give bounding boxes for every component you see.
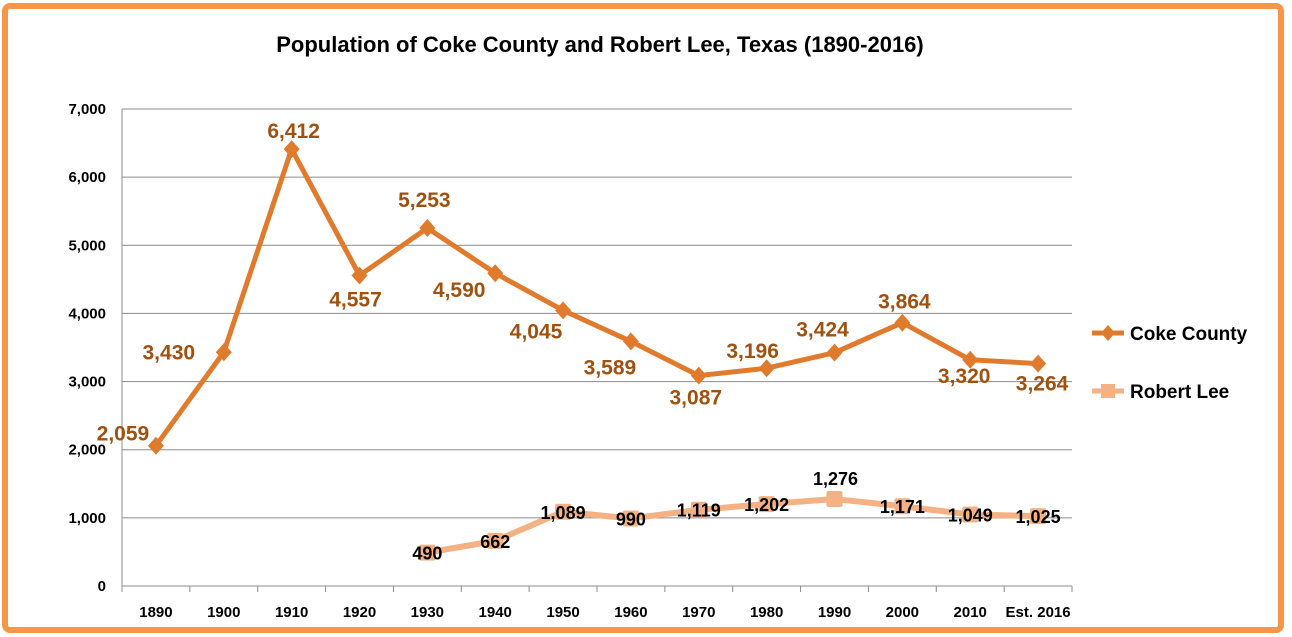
data-point-coke-county xyxy=(894,313,911,332)
data-label: 3,864 xyxy=(878,291,931,314)
data-label: 1,119 xyxy=(677,501,721,521)
data-label: 1,276 xyxy=(813,469,858,489)
data-label: 1,049 xyxy=(948,506,993,526)
x-tick-label: 1920 xyxy=(343,604,376,621)
data-point-coke-county xyxy=(826,343,843,362)
chart-title: Population of Coke County and Robert Lee… xyxy=(276,32,924,57)
data-label: 2,059 xyxy=(97,423,150,446)
x-tick-label: 2010 xyxy=(954,604,987,621)
data-label: 4,045 xyxy=(510,320,563,343)
data-point-robert-lee xyxy=(826,491,843,508)
y-tick-label: 7,000 xyxy=(68,101,106,118)
data-point-coke-county xyxy=(962,350,979,369)
data-point-coke-county xyxy=(283,140,300,159)
data-point-coke-county xyxy=(758,359,775,378)
legend-label: Robert Lee xyxy=(1130,382,1229,403)
data-label: 6,412 xyxy=(267,120,320,143)
data-label: 3,589 xyxy=(584,356,637,379)
data-label: 1,171 xyxy=(880,497,925,517)
data-point-coke-county xyxy=(419,219,436,238)
data-point-coke-county xyxy=(351,266,368,285)
data-label: 3,430 xyxy=(143,341,196,364)
data-point-robert-lee xyxy=(555,503,572,520)
data-point-coke-county xyxy=(690,366,707,385)
x-tick-label: 2000 xyxy=(886,604,919,621)
data-label: 1,202 xyxy=(744,495,789,515)
data-point-robert-lee xyxy=(962,506,979,523)
data-label: 3,264 xyxy=(1016,373,1069,396)
y-tick-label: 0 xyxy=(98,578,106,595)
x-tick-label: 1970 xyxy=(682,604,715,621)
x-tick-label: 1990 xyxy=(818,604,851,621)
y-tick-label: 1,000 xyxy=(68,510,106,527)
data-point-coke-county xyxy=(215,343,232,362)
x-tick-label: 1960 xyxy=(614,604,647,621)
legend-marker-diamond xyxy=(1101,325,1115,341)
data-point-robert-lee xyxy=(622,510,639,527)
data-label: 1,089 xyxy=(541,503,586,523)
chart-frame xyxy=(2,3,1284,633)
data-label: 662 xyxy=(480,532,510,552)
data-point-robert-lee xyxy=(690,501,707,518)
series-line-robert-lee xyxy=(426,496,1039,556)
x-tick-label: 1910 xyxy=(275,604,308,621)
data-point-robert-lee xyxy=(1030,508,1047,525)
data-label: 1,025 xyxy=(1016,507,1061,527)
x-tick-label: 1950 xyxy=(546,604,579,621)
data-point-robert-lee xyxy=(894,498,911,515)
x-tick-label: 1930 xyxy=(411,604,444,621)
data-point-coke-county xyxy=(487,264,504,283)
y-tick-label: 2,000 xyxy=(68,442,106,459)
legend-marker-square xyxy=(1101,384,1115,398)
data-point-robert-lee xyxy=(758,496,775,513)
data-label: 3,196 xyxy=(726,340,779,363)
y-tick-label: 5,000 xyxy=(68,237,106,254)
data-label: 990 xyxy=(616,510,646,530)
data-point-robert-lee xyxy=(487,532,504,549)
x-tick-label: Est. 2016 xyxy=(1006,604,1071,621)
x-tick-label: 1940 xyxy=(479,604,512,621)
x-tick-label: 1900 xyxy=(207,604,240,621)
y-tick-label: 4,000 xyxy=(68,305,106,322)
data-label: 490 xyxy=(412,544,442,564)
data-label: 5,253 xyxy=(398,189,451,212)
y-tick-label: 6,000 xyxy=(68,169,106,186)
x-tick-label: 1890 xyxy=(139,604,172,621)
data-point-coke-county xyxy=(147,436,164,455)
series-line-coke-county xyxy=(153,146,1039,448)
data-point-coke-county xyxy=(555,301,572,320)
y-tick-label: 3,000 xyxy=(68,374,106,391)
data-point-coke-county xyxy=(622,332,639,351)
data-label: 3,424 xyxy=(796,319,849,342)
legend-label: Coke County xyxy=(1130,324,1248,345)
x-tick-label: 1980 xyxy=(750,604,783,621)
data-label: 4,590 xyxy=(433,279,486,302)
data-point-coke-county xyxy=(1030,354,1047,373)
data-label: 4,557 xyxy=(329,288,382,311)
data-label: 3,320 xyxy=(938,365,991,388)
data-label: 3,087 xyxy=(670,387,723,410)
data-point-robert-lee xyxy=(419,544,436,561)
